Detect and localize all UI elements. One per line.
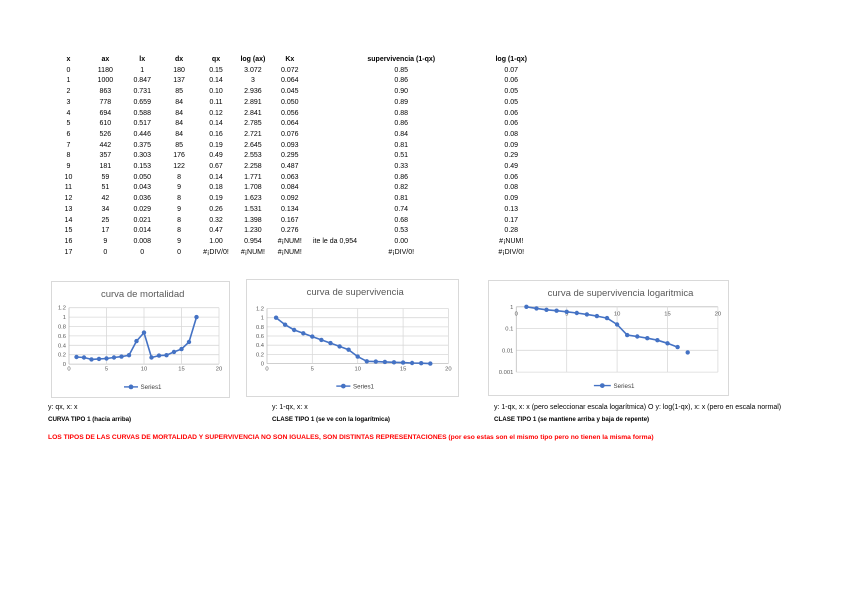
svg-text:1.2: 1.2 [57,305,65,311]
svg-text:Series1: Series1 [613,382,635,389]
svg-text:0: 0 [514,311,517,317]
svg-text:0.8: 0.8 [57,324,65,330]
svg-text:10: 10 [354,366,360,372]
svg-text:0.6: 0.6 [256,334,264,340]
svg-text:10: 10 [140,366,146,372]
svg-text:5: 5 [104,366,107,372]
svg-text:0.1: 0.1 [505,326,513,332]
svg-text:0: 0 [265,366,268,372]
svg-text:15: 15 [400,366,406,372]
svg-text:0.01: 0.01 [502,348,513,354]
svg-text:Series1: Series1 [140,384,162,391]
svg-text:curva de supervivencia logarit: curva de supervivencia logaritmica [547,288,693,299]
svg-text:0.4: 0.4 [256,343,265,349]
svg-text:15: 15 [664,311,670,317]
svg-text:15: 15 [178,366,184,372]
svg-text:20: 20 [445,366,451,372]
svg-text:20: 20 [714,311,720,317]
svg-text:0.4: 0.4 [57,343,66,349]
svg-text:1: 1 [62,315,65,321]
svg-text:0: 0 [62,362,65,368]
svg-text:curva de mortalidad: curva de mortalidad [100,289,183,300]
svg-text:10: 10 [613,311,619,317]
svg-text:1: 1 [261,316,264,322]
svg-text:0: 0 [67,366,70,372]
svg-text:0.001: 0.001 [498,370,513,376]
svg-text:1.2: 1.2 [256,307,264,313]
svg-text:5: 5 [311,366,314,372]
svg-text:0.2: 0.2 [57,352,65,358]
svg-text:1: 1 [510,304,513,310]
svg-text:5: 5 [565,311,568,317]
svg-text:0.2: 0.2 [256,352,264,358]
svg-text:curva de supervivencia: curva de supervivencia [307,287,405,298]
svg-text:20: 20 [215,366,221,372]
svg-text:0.8: 0.8 [256,325,264,331]
svg-text:0.6: 0.6 [57,333,65,339]
svg-text:0: 0 [261,362,264,368]
svg-text:Series1: Series1 [353,383,375,390]
